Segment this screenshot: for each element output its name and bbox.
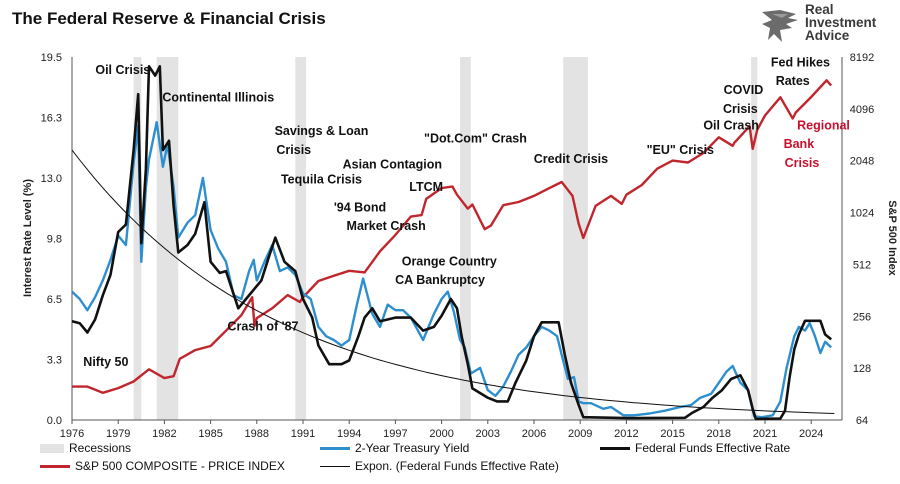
annotation-22: CA Bankruptcy — [395, 273, 485, 287]
logo — [762, 10, 798, 42]
annotation-3: Savings & Loan — [275, 124, 369, 138]
x-tick-label: 1988 — [245, 428, 269, 440]
left-axis-title: Interest Rate Level (%) — [22, 179, 34, 297]
right-tick-label: 64 — [856, 415, 868, 427]
left-tick-label: 9.8 — [47, 234, 62, 246]
recession-band-1 — [133, 57, 142, 420]
annotation-1: Oil Crisis — [95, 63, 150, 77]
x-tick-label: 2003 — [476, 428, 500, 440]
legend-label: 2-Year Treasury Yield — [355, 441, 470, 455]
recession-band-6 — [751, 57, 758, 420]
x-tick-label: 1997 — [383, 428, 407, 440]
annotation-4: Crisis — [276, 143, 311, 157]
x-tick-label: 1979 — [106, 428, 130, 440]
annotation-21: Orange Country — [402, 254, 497, 268]
recession-band-2 — [156, 57, 179, 420]
annotation-6: '94 Bond — [334, 201, 386, 215]
legend-item-2: 2-Year Treasury Yield — [320, 441, 469, 455]
right-axis-ticks: 8192 4096 2048 1024 512 256 128 64 — [850, 52, 874, 427]
logo-line-2: Investment — [805, 15, 877, 30]
annotation-24: Nifty 50 — [83, 355, 128, 369]
x-tick-label: 2006 — [522, 428, 546, 440]
annotation-20: Crisis — [785, 156, 820, 170]
recession-bands — [133, 57, 758, 420]
legend-swatch — [320, 466, 350, 468]
legend-swatch — [40, 465, 70, 469]
legend-label: Recessions — [69, 441, 132, 455]
legend-swatch — [40, 444, 64, 454]
series-line-1 — [71, 121, 833, 419]
plot-frame — [71, 57, 843, 421]
series-line-2 — [71, 65, 833, 421]
annotation-17: Rates — [776, 74, 810, 88]
legend-label: Federal Funds Effective Rate — [635, 441, 791, 455]
left-axis-ticks: 19.5 16.3 13.0 9.8 6.5 3.3 0.0 — [41, 52, 62, 427]
recession-band-3 — [295, 57, 307, 420]
legend-swatch — [320, 447, 350, 451]
annotation-8: Asian Contagion — [343, 158, 442, 172]
annotations: Oil Crisis Continental Illinois Savings & … — [83, 55, 850, 369]
annotation-9: LTCM — [409, 180, 443, 194]
recession-band-4 — [460, 57, 471, 420]
x-tick-label: 2000 — [429, 428, 453, 440]
x-tick-label: 2015 — [660, 428, 684, 440]
legend-swatch — [600, 447, 630, 451]
right-tick-label: 4096 — [850, 104, 874, 116]
x-tick-label: 2024 — [799, 428, 823, 440]
annotation-7: Market Crash — [347, 219, 426, 233]
right-tick-label: 2048 — [850, 156, 874, 168]
left-tick-label: 13.0 — [41, 173, 62, 185]
x-tick-label: 2018 — [707, 428, 731, 440]
x-tick-label: 1994 — [337, 428, 361, 440]
series-line-3 — [72, 79, 833, 394]
left-tick-label: 16.3 — [41, 113, 62, 125]
right-tick-label: 8192 — [850, 52, 874, 64]
annotation-19: Bank — [784, 137, 815, 151]
left-tick-label: 6.5 — [47, 294, 62, 306]
annotation-11: Credit Crisis — [534, 152, 608, 166]
x-tick-label: 1976 — [60, 428, 84, 440]
right-tick-label: 1024 — [850, 208, 874, 220]
legend-item-1: Recessions — [40, 441, 131, 455]
x-tick-label: 2012 — [614, 428, 638, 440]
annotation-5: Tequila Crisis — [281, 173, 362, 187]
annotation-12: "EU" Crisis — [647, 143, 714, 157]
series-line-4 — [71, 149, 835, 414]
left-tick-label: 0.0 — [47, 415, 62, 427]
legend-item-3: Federal Funds Effective Rate — [600, 441, 790, 455]
chart-title: The Federal Reserve & Financial Crisis — [12, 9, 326, 28]
x-tick-label: 1991 — [291, 428, 315, 440]
annotation-15: Crisis — [723, 102, 758, 116]
annotation-23: Crash of '87 — [227, 320, 298, 334]
left-tick-label: 3.3 — [47, 355, 62, 367]
annotation-2: Continental Illinois — [162, 91, 274, 105]
left-tick-label: 19.5 — [41, 52, 62, 64]
legend-label: S&P 500 COMPOSITE - PRICE INDEX — [75, 459, 285, 473]
series-lines — [71, 65, 835, 421]
legend-item-5: Expon. (Federal Funds Effective Rate) — [320, 459, 559, 473]
right-tick-label: 256 — [853, 311, 871, 323]
annotation-16: Fed Hikes — [771, 55, 830, 69]
right-axis-title: S&P 500 Index — [886, 200, 898, 276]
right-tick-label: 128 — [853, 363, 871, 375]
legend-label: Expon. (Federal Funds Effective Rate) — [355, 459, 559, 473]
eagle-icon — [762, 10, 798, 42]
logo-line-3: Advice — [805, 28, 850, 43]
x-tick-label: 1985 — [198, 428, 222, 440]
annotation-14: COVID — [724, 83, 764, 97]
x-tick-label: 2021 — [753, 428, 777, 440]
logo-line-1: Real — [805, 2, 834, 17]
annotation-10: "Dot.Com" Crash — [424, 132, 527, 146]
x-axis-ticks: 1976 1979 1982 1985 1988 1991 1994 1997 2000 2003… — [60, 420, 823, 440]
x-tick-label: 2009 — [568, 428, 592, 440]
annotation-18: Regional — [797, 119, 850, 133]
x-tick-label: 1982 — [152, 428, 176, 440]
annotation-13: Oil Crash — [703, 119, 759, 133]
legend-item-4: S&P 500 COMPOSITE - PRICE INDEX — [40, 459, 285, 473]
logo-text: Real Investment Advice — [805, 2, 877, 43]
right-tick-label: 512 — [853, 259, 871, 271]
legend: Recessions 2-Year Treasury Yield Federal F… — [40, 441, 860, 483]
